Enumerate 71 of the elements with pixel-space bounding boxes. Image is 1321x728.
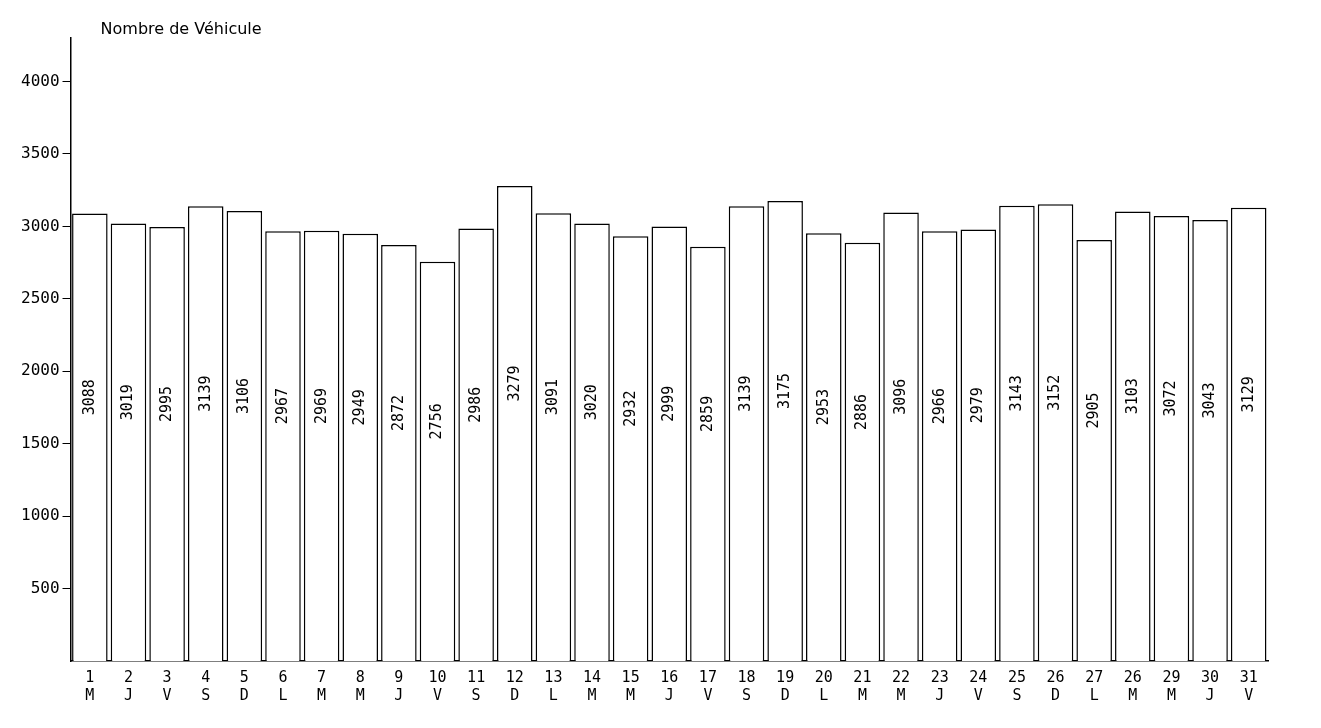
data-label: 3103: [1122, 378, 1141, 415]
x-tick-label: 22 M: [892, 667, 911, 704]
x-tick-label: 17 V: [698, 667, 717, 704]
y-tick-label: 4000: [21, 70, 60, 90]
data-label: 3096: [890, 378, 909, 415]
x-tick-label: 14 M: [582, 667, 602, 704]
x-tick-label: 7 M: [317, 667, 327, 704]
x-tick-label: 26 D: [1046, 667, 1065, 704]
x-tick-label: 20 L: [814, 667, 833, 704]
x-tick-label: 24 V: [969, 667, 988, 704]
data-label: 2979: [968, 387, 987, 424]
x-tick-label: 30 J: [1201, 667, 1220, 704]
data-label: 3106: [234, 377, 253, 415]
data-label: 3020: [581, 384, 600, 421]
data-label: 2986: [466, 386, 485, 423]
data-label: 3175: [775, 372, 794, 410]
x-tick-label: 29 M: [1162, 667, 1181, 704]
data-label: 3152: [1045, 374, 1064, 411]
data-label: 3072: [1161, 380, 1180, 417]
data-label: 2872: [388, 394, 407, 432]
data-label: 2969: [311, 387, 330, 424]
x-tick-label: 8 M: [355, 667, 365, 704]
y-tick-label: 3000: [21, 215, 60, 235]
data-label: 3139: [195, 375, 214, 412]
y-tick-label: 2000: [21, 360, 60, 380]
data-label: 2859: [697, 395, 716, 432]
x-tick-label: 31 V: [1239, 667, 1258, 704]
x-tick-label: 15 M: [621, 667, 640, 704]
data-label: 2949: [350, 389, 369, 426]
x-tick-label: 3 V: [162, 667, 172, 704]
y-axis-title: Nombre de Véhicule: [100, 19, 262, 39]
data-label: 3143: [1006, 375, 1025, 412]
x-tick-label: 18 S: [737, 667, 756, 704]
x-tick-label: 25 S: [1007, 667, 1026, 704]
data-label: 2953: [813, 389, 832, 426]
data-label: 2905: [1084, 392, 1103, 429]
x-tick-label: 6 L: [278, 667, 288, 704]
x-tick-label: 10 V: [428, 667, 447, 704]
data-label: 2756: [427, 403, 446, 440]
x-tick-label: 27 L: [1085, 667, 1104, 704]
x-tick-label: 12 D: [505, 667, 524, 704]
x-tick-label: 26 M: [1123, 667, 1142, 704]
y-tick-label: 1500: [21, 432, 60, 452]
data-label: 2967: [272, 388, 291, 425]
data-label: 2999: [659, 385, 678, 422]
data-label: 2932: [620, 390, 639, 427]
data-label: 3279: [504, 365, 523, 402]
data-label: 3043: [1199, 382, 1218, 419]
data-label: 3091: [543, 379, 562, 416]
data-label: 3139: [736, 375, 755, 412]
x-tick-label: 19 D: [776, 667, 795, 704]
data-label: 2886: [852, 393, 871, 430]
x-tick-label: 5 D: [239, 667, 249, 704]
data-label: 3019: [118, 384, 137, 421]
x-tick-label: 13 L: [544, 667, 563, 704]
x-tick-label: 11 S: [467, 667, 486, 704]
x-tick-label: 16 J: [660, 667, 679, 704]
data-label: 2966: [929, 388, 948, 425]
data-label: 2995: [156, 385, 175, 423]
x-tick-label: 2 J: [123, 667, 133, 704]
y-tick-label: 500: [30, 577, 60, 597]
y-tick-label: 3500: [21, 143, 60, 163]
x-tick-label: 9 J: [394, 667, 404, 704]
x-tick-label: 21 M: [853, 667, 872, 704]
x-tick-label: 4 S: [201, 667, 211, 704]
data-label: 3129: [1238, 376, 1257, 413]
y-tick-label: 2500: [21, 287, 60, 307]
y-tick-label: 1000: [21, 505, 60, 525]
data-label: 3088: [79, 379, 98, 416]
x-tick-label: 1 M: [85, 667, 95, 704]
x-tick-label: 23 J: [930, 667, 949, 704]
